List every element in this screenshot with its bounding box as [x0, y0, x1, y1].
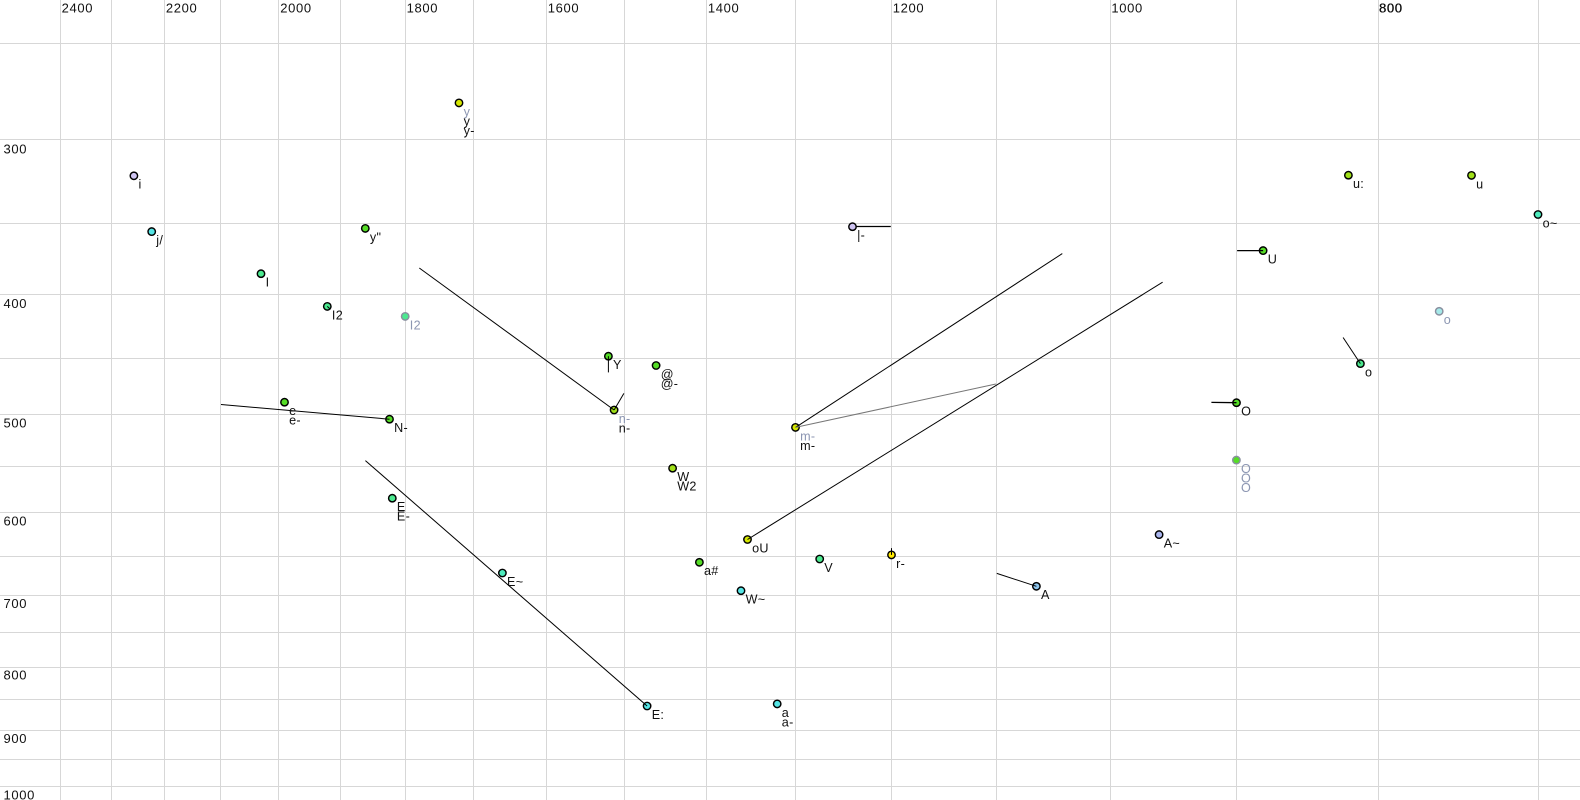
svg-text:V: V [824, 561, 833, 575]
svg-text:i: i [139, 178, 142, 192]
svg-text:U: U [1268, 253, 1277, 267]
svg-text:a: a [782, 706, 789, 720]
svg-text:n-: n- [619, 422, 631, 436]
svg-text:o: o [1365, 366, 1372, 380]
svg-text:W2: W2 [677, 480, 697, 494]
svg-text:I2: I2 [410, 318, 421, 332]
svg-text:y: y [464, 105, 471, 119]
svg-text:O: O [1241, 462, 1251, 476]
svg-text:@: @ [661, 367, 674, 381]
svg-text:@-: @- [661, 377, 679, 391]
svg-text:800: 800 [1379, 1, 1403, 16]
svg-text:1000: 1000 [1111, 1, 1143, 16]
svg-text:Y: Y [613, 358, 622, 372]
svg-text:e: e [289, 404, 296, 418]
svg-text:a#: a# [704, 564, 719, 578]
svg-text:o~: o~ [1543, 216, 1558, 230]
svg-text:300: 300 [4, 141, 28, 156]
svg-text:700: 700 [4, 596, 28, 611]
svg-text:y: y [464, 114, 471, 128]
svg-text:E-: E- [397, 510, 410, 524]
svg-text:O: O [1241, 472, 1251, 486]
svg-text:1200: 1200 [893, 1, 925, 16]
svg-text:800: 800 [1379, 1, 1403, 16]
svg-text:O: O [1241, 481, 1251, 495]
svg-text:r-: r- [896, 557, 905, 571]
svg-text:I2: I2 [332, 308, 343, 322]
svg-text:900: 900 [4, 731, 28, 746]
svg-text:400: 400 [4, 296, 28, 311]
svg-text:600: 600 [4, 513, 28, 528]
svg-text:W: W [677, 470, 689, 484]
svg-text:y-: y- [464, 124, 475, 138]
svg-text:2000: 2000 [280, 1, 312, 16]
svg-text:2400: 2400 [62, 1, 94, 16]
svg-text:E: E [397, 500, 406, 514]
svg-text:j/: j/ [155, 234, 163, 248]
svg-text:E~: E~ [507, 575, 523, 589]
svg-text:W~: W~ [746, 593, 766, 607]
svg-text:n-: n- [619, 412, 631, 426]
svg-text:e-: e- [289, 414, 301, 428]
svg-text:500: 500 [4, 416, 28, 431]
svg-text:1800: 1800 [407, 1, 439, 16]
svg-text:N-: N- [394, 421, 408, 435]
svg-text:I: I [266, 276, 270, 290]
svg-text:O: O [1241, 405, 1251, 419]
svg-text:a-: a- [782, 715, 794, 729]
svg-text:800: 800 [4, 668, 28, 683]
svg-text:y": y" [370, 230, 381, 244]
svg-text:m-: m- [800, 439, 815, 453]
svg-text:2200: 2200 [166, 1, 198, 16]
svg-text:A: A [1041, 588, 1050, 602]
svg-text:u:: u: [1353, 177, 1364, 191]
svg-text:|-: |- [857, 229, 865, 243]
svg-text:E:: E: [652, 708, 665, 722]
svg-text:u: u [1476, 177, 1483, 191]
svg-text:oU: oU [752, 541, 769, 555]
svg-text:1400: 1400 [708, 1, 740, 16]
svg-text:1000: 1000 [4, 787, 36, 800]
svg-text:1600: 1600 [548, 1, 580, 16]
svg-text:A~: A~ [1164, 537, 1180, 551]
svg-text:m-: m- [800, 429, 815, 443]
svg-text:o: o [1444, 313, 1451, 327]
